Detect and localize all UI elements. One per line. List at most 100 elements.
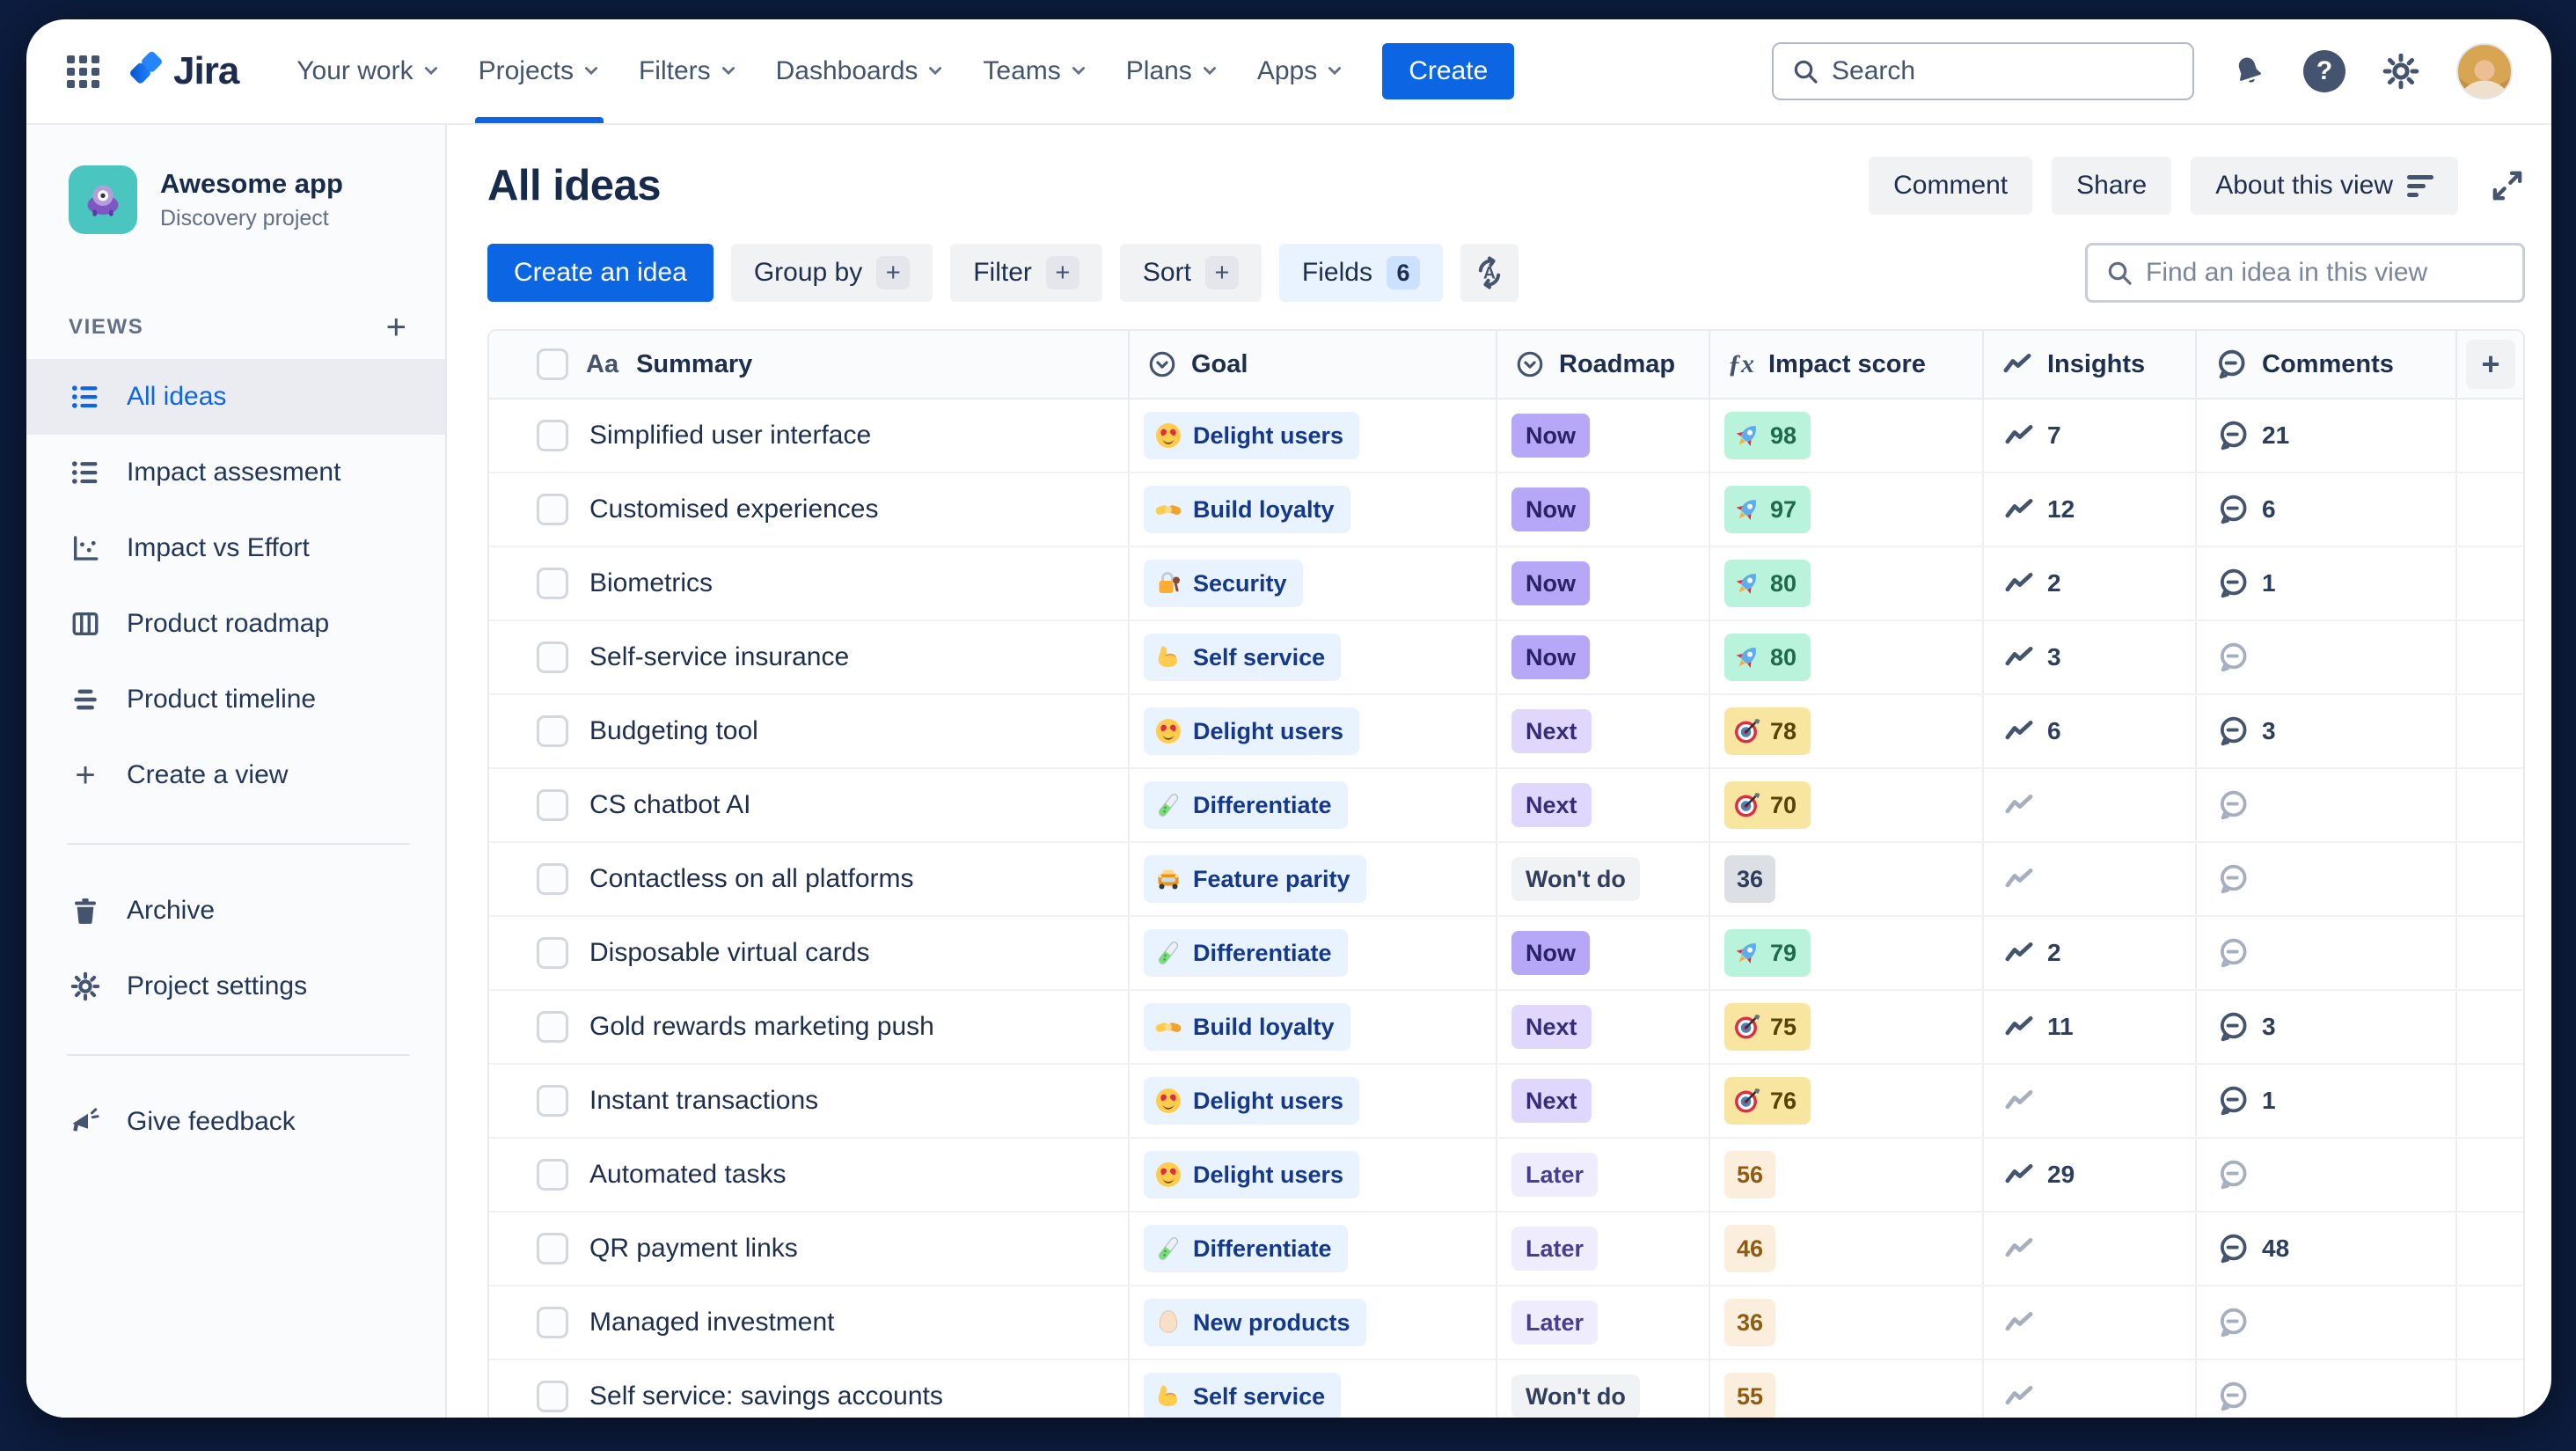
nav-item-projects[interactable]: Projects bbox=[459, 19, 619, 123]
sidebar-item-product-timeline[interactable]: Product timeline bbox=[26, 662, 445, 737]
goal-cell[interactable]: Build loyalty bbox=[1130, 473, 1497, 546]
goal-cell[interactable]: Self service bbox=[1130, 1360, 1497, 1418]
expand-fullscreen-icon[interactable] bbox=[2490, 168, 2525, 203]
insights-cell[interactable]: 7 bbox=[1984, 399, 2197, 472]
insights-cell[interactable] bbox=[1984, 1065, 2197, 1137]
row-checkbox[interactable] bbox=[537, 1159, 568, 1191]
impact-score-cell[interactable]: 36 bbox=[1710, 1286, 1984, 1359]
insights-cell[interactable]: 6 bbox=[1984, 695, 2197, 767]
nav-item-dashboards[interactable]: Dashboards bbox=[757, 19, 964, 123]
impact-score-cell[interactable]: 80 bbox=[1710, 547, 1984, 619]
roadmap-cell[interactable]: Now bbox=[1497, 399, 1710, 472]
column-header-summary[interactable]: Aa Summary bbox=[489, 331, 1130, 398]
select-all-checkbox[interactable] bbox=[537, 348, 568, 380]
comments-cell[interactable]: 21 bbox=[2197, 399, 2457, 472]
insights-cell[interactable]: 3 bbox=[1984, 621, 2197, 693]
roadmap-cell[interactable]: Now bbox=[1497, 547, 1710, 619]
impact-score-cell[interactable]: 70 bbox=[1710, 769, 1984, 841]
comments-cell[interactable]: 3 bbox=[2197, 695, 2457, 767]
table-row[interactable]: Self-service insurance Self service Now 80 3 bbox=[489, 621, 2523, 695]
summary-cell[interactable]: Budgeting tool bbox=[489, 695, 1130, 767]
row-checkbox[interactable] bbox=[537, 420, 568, 451]
find-idea-input[interactable]: Find an idea in this view bbox=[2085, 243, 2525, 303]
notifications-bell-icon[interactable] bbox=[2231, 54, 2266, 89]
row-checkbox[interactable] bbox=[537, 568, 568, 599]
comments-cell[interactable] bbox=[2197, 1360, 2457, 1418]
insights-cell[interactable]: 2 bbox=[1984, 547, 2197, 619]
column-header-comments[interactable]: Comments bbox=[2197, 331, 2457, 398]
table-row[interactable]: QR payment links Differentiate Later 46 48 bbox=[489, 1213, 2523, 1286]
insights-cell[interactable] bbox=[1984, 1213, 2197, 1285]
table-row[interactable]: Budgeting tool Delight users Next 78 6 3 bbox=[489, 695, 2523, 769]
add-column-button[interactable]: + bbox=[2466, 340, 2515, 389]
comments-cell[interactable] bbox=[2197, 621, 2457, 693]
table-row[interactable]: Instant transactions Delight users Next 76 1 bbox=[489, 1065, 2523, 1139]
roadmap-cell[interactable]: Now bbox=[1497, 473, 1710, 546]
comments-cell[interactable] bbox=[2197, 843, 2457, 915]
roadmap-cell[interactable]: Next bbox=[1497, 991, 1710, 1063]
roadmap-cell[interactable]: Next bbox=[1497, 1065, 1710, 1137]
roadmap-cell[interactable]: Won't do bbox=[1497, 1360, 1710, 1418]
summary-cell[interactable]: Contactless on all platforms bbox=[489, 843, 1130, 915]
app-switcher-icon[interactable] bbox=[67, 55, 99, 88]
summary-cell[interactable]: Instant transactions bbox=[489, 1065, 1130, 1137]
summary-cell[interactable]: CS chatbot AI bbox=[489, 769, 1130, 841]
roadmap-cell[interactable]: Later bbox=[1497, 1286, 1710, 1359]
summary-cell[interactable]: Disposable virtual cards bbox=[489, 917, 1130, 989]
nav-item-teams[interactable]: Teams bbox=[963, 19, 1106, 123]
impact-score-cell[interactable]: 75 bbox=[1710, 991, 1984, 1063]
row-checkbox[interactable] bbox=[537, 1085, 568, 1117]
summary-cell[interactable]: QR payment links bbox=[489, 1213, 1130, 1285]
table-row[interactable]: Disposable virtual cards Differentiate Now… bbox=[489, 917, 2523, 991]
insights-cell[interactable] bbox=[1984, 769, 2197, 841]
goal-cell[interactable]: New products bbox=[1130, 1286, 1497, 1359]
roadmap-cell[interactable]: Next bbox=[1497, 695, 1710, 767]
comments-cell[interactable]: 1 bbox=[2197, 547, 2457, 619]
goal-cell[interactable]: Delight users bbox=[1130, 1065, 1497, 1137]
comments-cell[interactable]: 1 bbox=[2197, 1065, 2457, 1137]
insights-cell[interactable]: 2 bbox=[1984, 917, 2197, 989]
comments-cell[interactable] bbox=[2197, 1286, 2457, 1359]
user-avatar[interactable] bbox=[2456, 43, 2513, 99]
row-checkbox[interactable] bbox=[537, 1307, 568, 1338]
fields-button[interactable]: Fields 6 bbox=[1278, 244, 1443, 302]
row-checkbox[interactable] bbox=[537, 937, 568, 969]
summary-cell[interactable]: Managed investment bbox=[489, 1286, 1130, 1359]
goal-cell[interactable]: Build loyalty bbox=[1130, 991, 1497, 1063]
filter-button[interactable]: Filter + bbox=[950, 244, 1102, 302]
row-checkbox[interactable] bbox=[537, 715, 568, 747]
impact-score-cell[interactable]: 76 bbox=[1710, 1065, 1984, 1137]
column-header-insights[interactable]: Insights bbox=[1984, 331, 2197, 398]
table-row[interactable]: Contactless on all platforms Feature pari… bbox=[489, 843, 2523, 917]
nav-item-apps[interactable]: Apps bbox=[1238, 19, 1363, 123]
impact-score-cell[interactable]: 80 bbox=[1710, 621, 1984, 693]
table-row[interactable]: Self service: savings accounts Self servi… bbox=[489, 1360, 2523, 1418]
goal-cell[interactable]: Delight users bbox=[1130, 695, 1497, 767]
sidebar-item-all-ideas[interactable]: All ideas bbox=[26, 359, 445, 435]
row-checkbox[interactable] bbox=[537, 641, 568, 673]
comments-cell[interactable] bbox=[2197, 1139, 2457, 1211]
nav-item-plans[interactable]: Plans bbox=[1107, 19, 1238, 123]
table-row[interactable]: Customised experiences Build loyalty Now 97… bbox=[489, 473, 2523, 547]
summary-cell[interactable]: Customised experiences bbox=[489, 473, 1130, 546]
roadmap-cell[interactable]: Now bbox=[1497, 917, 1710, 989]
sidebar-item-project-settings[interactable]: Project settings bbox=[26, 949, 445, 1024]
group-by-button[interactable]: Group by + bbox=[730, 244, 933, 302]
impact-score-cell[interactable]: 79 bbox=[1710, 917, 1984, 989]
table-row[interactable]: Biometrics Security Now 80 2 1 bbox=[489, 547, 2523, 621]
table-row[interactable]: Simplified user interface Delight users No… bbox=[489, 399, 2523, 473]
sidebar-item-archive[interactable]: Archive bbox=[26, 873, 445, 949]
impact-score-cell[interactable]: 98 bbox=[1710, 399, 1984, 472]
insights-cell[interactable]: 11 bbox=[1984, 991, 2197, 1063]
global-search-input[interactable]: Search bbox=[1772, 42, 2194, 100]
summary-cell[interactable]: Self service: savings accounts bbox=[489, 1360, 1130, 1418]
goal-cell[interactable]: Differentiate bbox=[1130, 917, 1497, 989]
sidebar-item-give-feedback[interactable]: Give feedback bbox=[26, 1084, 445, 1160]
sort-button[interactable]: Sort + bbox=[1119, 244, 1262, 302]
jira-logo[interactable]: Jira bbox=[126, 49, 239, 93]
table-row[interactable]: Automated tasks Delight users Later 56 29 bbox=[489, 1139, 2523, 1213]
nav-item-filters[interactable]: Filters bbox=[619, 19, 757, 123]
goal-cell[interactable]: Feature parity bbox=[1130, 843, 1497, 915]
roadmap-cell[interactable]: Later bbox=[1497, 1139, 1710, 1211]
impact-score-cell[interactable]: 36 bbox=[1710, 843, 1984, 915]
